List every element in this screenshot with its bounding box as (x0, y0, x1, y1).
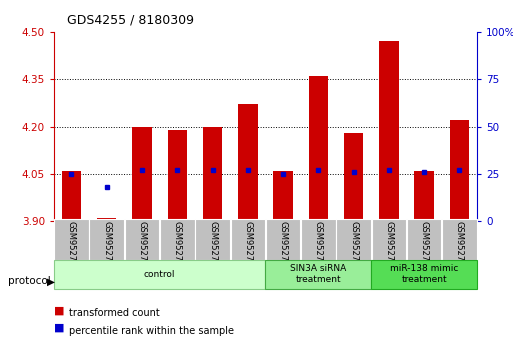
Text: GSM952748: GSM952748 (243, 221, 252, 272)
Text: GSM952749: GSM952749 (384, 221, 393, 272)
FancyBboxPatch shape (301, 219, 336, 260)
FancyBboxPatch shape (54, 260, 265, 289)
FancyBboxPatch shape (337, 219, 371, 260)
Text: GSM952744: GSM952744 (314, 221, 323, 272)
FancyBboxPatch shape (89, 219, 124, 260)
Bar (309, 76, 328, 221)
Text: protocol: protocol (8, 276, 50, 286)
FancyBboxPatch shape (371, 260, 477, 289)
FancyBboxPatch shape (371, 219, 406, 260)
Text: control: control (144, 270, 175, 279)
Bar (450, 120, 469, 221)
Text: GSM952751: GSM952751 (455, 221, 464, 272)
Text: transformed count: transformed count (69, 308, 160, 318)
FancyBboxPatch shape (54, 219, 89, 260)
Text: GSM952747: GSM952747 (208, 221, 217, 272)
Bar (273, 171, 293, 221)
Bar (238, 104, 258, 221)
FancyBboxPatch shape (195, 219, 230, 260)
Text: ■: ■ (54, 323, 64, 333)
Bar (203, 126, 222, 221)
FancyBboxPatch shape (442, 219, 477, 260)
Text: percentile rank within the sample: percentile rank within the sample (69, 326, 234, 336)
FancyBboxPatch shape (125, 219, 160, 260)
Text: miR-138 mimic
treatment: miR-138 mimic treatment (390, 264, 459, 284)
Bar (379, 41, 399, 221)
Text: SIN3A siRNA
treatment: SIN3A siRNA treatment (290, 264, 346, 284)
Text: ■: ■ (54, 305, 64, 315)
Bar (168, 130, 187, 221)
Bar (62, 171, 81, 221)
FancyBboxPatch shape (265, 260, 371, 289)
Bar (132, 126, 152, 221)
Text: ▶: ▶ (47, 276, 55, 286)
Text: GSM952742: GSM952742 (137, 221, 147, 272)
Text: GSM952745: GSM952745 (349, 221, 358, 272)
Text: GSM952743: GSM952743 (279, 221, 288, 272)
FancyBboxPatch shape (407, 219, 442, 260)
FancyBboxPatch shape (230, 219, 265, 260)
Bar (344, 133, 363, 221)
FancyBboxPatch shape (160, 219, 194, 260)
Text: GSM952750: GSM952750 (420, 221, 429, 272)
Text: GDS4255 / 8180309: GDS4255 / 8180309 (67, 13, 194, 26)
FancyBboxPatch shape (266, 219, 301, 260)
Text: GSM952740: GSM952740 (67, 221, 76, 272)
Text: GSM952741: GSM952741 (102, 221, 111, 272)
Bar (415, 171, 434, 221)
Text: GSM952746: GSM952746 (173, 221, 182, 272)
Bar (97, 218, 116, 221)
